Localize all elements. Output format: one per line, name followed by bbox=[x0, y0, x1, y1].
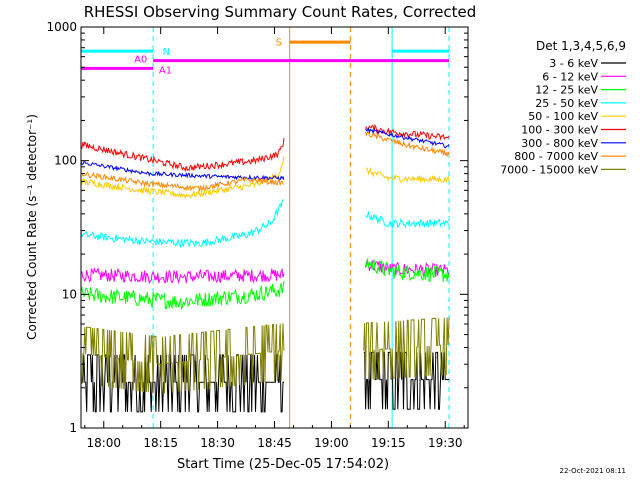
x-tick-label: 18:30 bbox=[200, 436, 235, 450]
chart-title: RHESSI Observing Summary Count Rates, Co… bbox=[84, 3, 477, 21]
series-line bbox=[80, 160, 285, 181]
series-line bbox=[365, 211, 450, 229]
x-tick-label: 18:15 bbox=[143, 436, 178, 450]
legend-entry-label: 800 - 7000 keV bbox=[514, 150, 598, 163]
legend-entry-label: 300 - 800 keV bbox=[521, 137, 598, 150]
series-line bbox=[363, 317, 450, 381]
flag-label-n: N bbox=[163, 47, 170, 58]
y-tick-label: 1 bbox=[69, 421, 77, 435]
footer-timestamp: 22-Oct-2021 08:11 bbox=[560, 467, 626, 475]
x-tick-label: 19:00 bbox=[314, 436, 349, 450]
x-tick-label: 18:45 bbox=[257, 436, 292, 450]
series-line bbox=[80, 156, 285, 200]
flag-label-a1: A1 bbox=[159, 66, 172, 77]
y-tick-label: 100 bbox=[54, 154, 77, 168]
legend-entry-label: 50 - 100 keV bbox=[528, 110, 598, 123]
series-line bbox=[81, 354, 284, 413]
series-line bbox=[80, 323, 285, 394]
series-line bbox=[365, 123, 450, 141]
legend-entry-label: 6 - 12 keV bbox=[542, 70, 598, 83]
legend-entry-label: 7000 - 15000 keV bbox=[500, 163, 598, 176]
y-axis-label: Corrected Count Rate (s⁻¹ detector⁻¹) bbox=[25, 114, 39, 340]
series-line bbox=[365, 126, 450, 149]
legend-entry-label: 12 - 25 keV bbox=[535, 84, 598, 97]
flag-label-s: S bbox=[276, 37, 282, 48]
x-tick-label: 19:30 bbox=[428, 436, 463, 450]
series-line bbox=[365, 258, 450, 283]
flag-label-a0: A0 bbox=[134, 55, 147, 66]
y-tick-label: 1000 bbox=[46, 20, 77, 34]
x-tick-label: 19:15 bbox=[371, 436, 406, 450]
series-line bbox=[80, 266, 285, 285]
series-line bbox=[80, 199, 285, 249]
legend-entry-label: 3 - 6 keV bbox=[549, 57, 598, 70]
legend-entry-label: 100 - 300 keV bbox=[521, 124, 598, 137]
legend-entry-label: 25 - 50 keV bbox=[535, 97, 598, 110]
series-line bbox=[80, 138, 285, 173]
x-tick-label: 18:00 bbox=[86, 436, 121, 450]
plot-frame bbox=[80, 26, 469, 429]
series-line bbox=[80, 281, 285, 310]
y-tick-label: 10 bbox=[62, 287, 77, 301]
x-axis-label: Start Time (25-Dec-05 17:54:02) bbox=[177, 457, 389, 472]
series-line bbox=[80, 171, 285, 192]
series-line bbox=[365, 130, 450, 157]
plot-area: N S A0 A1 18:00 18:15 18:30 18:45 19:00 19:15 19:3… bbox=[46, 20, 468, 450]
legend-title: Det 1,3,4,5,6,9 bbox=[536, 39, 626, 53]
series-line bbox=[365, 166, 450, 184]
